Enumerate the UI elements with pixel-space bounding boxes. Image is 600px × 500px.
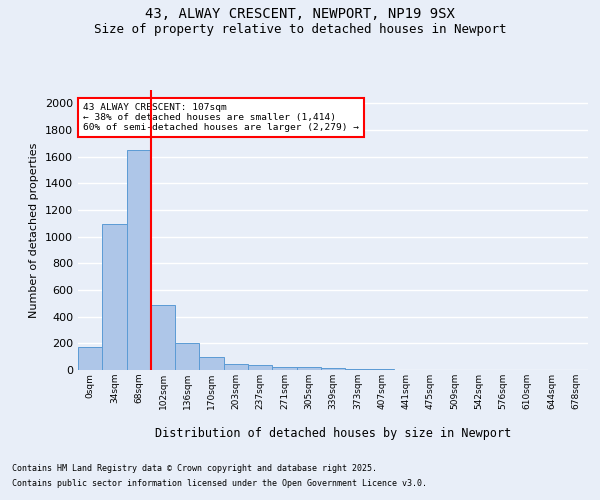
Text: 43 ALWAY CRESCENT: 107sqm
← 38% of detached houses are smaller (1,414)
60% of se: 43 ALWAY CRESCENT: 107sqm ← 38% of detac… [83, 102, 359, 132]
Bar [224, 364, 248, 370]
Text: 43, ALWAY CRESCENT, NEWPORT, NP19 9SX: 43, ALWAY CRESCENT, NEWPORT, NP19 9SX [145, 8, 455, 22]
Text: Distribution of detached houses by size in Newport: Distribution of detached houses by size … [155, 428, 511, 440]
Bar [175, 344, 199, 370]
Bar [345, 368, 370, 370]
Text: Contains public sector information licensed under the Open Government Licence v3: Contains public sector information licen… [12, 479, 427, 488]
Bar [199, 356, 224, 370]
Bar [296, 368, 321, 370]
Bar [272, 367, 296, 370]
Bar [151, 304, 175, 370]
Bar [321, 368, 345, 370]
Text: Size of property relative to detached houses in Newport: Size of property relative to detached ho… [94, 22, 506, 36]
Text: Contains HM Land Registry data © Crown copyright and database right 2025.: Contains HM Land Registry data © Crown c… [12, 464, 377, 473]
Bar [248, 364, 272, 370]
Bar [78, 346, 102, 370]
Bar [127, 150, 151, 370]
Y-axis label: Number of detached properties: Number of detached properties [29, 142, 40, 318]
Bar [102, 224, 127, 370]
